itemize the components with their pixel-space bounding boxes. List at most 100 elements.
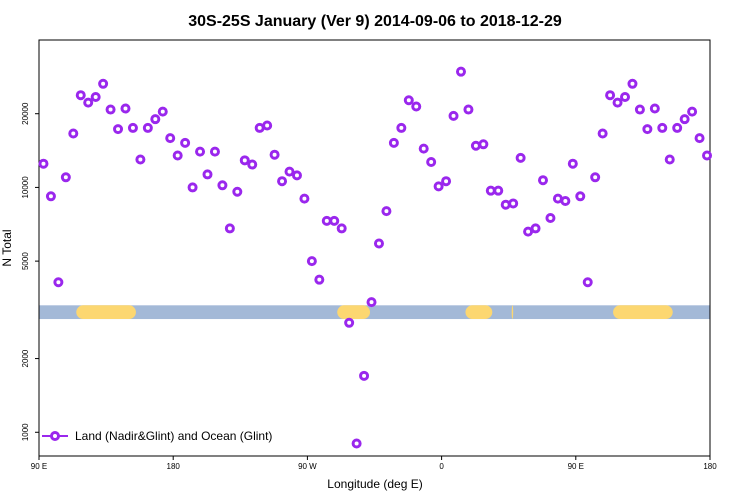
data-point <box>552 193 563 204</box>
data-point <box>530 223 541 234</box>
data-point <box>515 152 526 163</box>
x-tick-label-2: 90 W <box>298 462 317 471</box>
data-point <box>672 122 683 133</box>
data-point <box>508 198 519 209</box>
data-point <box>373 238 384 249</box>
data-point <box>172 150 183 161</box>
data-point <box>329 215 340 226</box>
data-point <box>165 133 176 144</box>
legend-marker <box>50 431 60 441</box>
data-point <box>664 154 675 165</box>
data-point <box>605 90 616 101</box>
data-point <box>620 92 631 103</box>
data-point <box>381 206 392 217</box>
data-point <box>411 101 422 112</box>
data-point <box>247 159 258 170</box>
data-point <box>441 176 452 187</box>
data-point <box>113 124 124 135</box>
data-point <box>232 186 243 197</box>
data-point <box>657 122 668 133</box>
x-tick-label-4: 90 E <box>568 462 584 471</box>
x-axis-label: Longitude (deg E) <box>327 477 422 491</box>
data-point <box>448 110 459 121</box>
y-tick-label-2: 5000 <box>21 252 30 270</box>
data-point <box>433 181 444 192</box>
data-point <box>351 438 362 449</box>
data-point <box>627 78 638 89</box>
data-point <box>470 140 481 151</box>
data-point <box>336 223 347 234</box>
land-ocean-band <box>39 305 710 320</box>
data-point <box>694 133 705 144</box>
data-point <box>634 104 645 115</box>
data-point <box>120 103 131 114</box>
y-axis: 1000 2000 5000 10000 20000 <box>21 102 39 441</box>
data-point <box>567 158 578 169</box>
data-point <box>575 191 586 202</box>
data-point <box>597 128 608 139</box>
data-point <box>321 215 332 226</box>
data-point <box>157 106 168 117</box>
data-point <box>209 146 220 157</box>
land-segment-1 <box>337 305 371 320</box>
data-point <box>642 124 653 135</box>
data-point <box>582 277 593 288</box>
data-point <box>418 143 429 154</box>
land-segment-3 <box>511 305 514 320</box>
data-point <box>590 172 601 183</box>
y-axis-label: N Total <box>0 229 14 266</box>
data-point <box>560 196 571 207</box>
plot-frame <box>38 39 711 457</box>
data-point <box>68 128 79 139</box>
data-point <box>45 191 56 202</box>
y-tick-label-1: 2000 <box>21 349 30 367</box>
legend: Land (Nadir&Glint) and Ocean (Glint) <box>42 429 272 443</box>
data-point <box>180 137 191 148</box>
y-tick-label-4: 20000 <box>21 102 30 125</box>
data-point <box>388 137 399 148</box>
data-point <box>455 66 466 77</box>
data-point <box>195 146 206 157</box>
y-tick-label-0: 1000 <box>21 423 30 441</box>
data-point <box>426 157 437 168</box>
land-segment-0 <box>76 305 136 320</box>
data-point <box>53 277 64 288</box>
y-tick-label-3: 10000 <box>21 176 30 199</box>
x-tick-label-3: 0 <box>439 462 444 471</box>
data-point <box>90 92 101 103</box>
data-point <box>202 169 213 180</box>
data-point <box>150 114 161 125</box>
ocean-band <box>39 305 710 320</box>
data-point <box>38 158 49 169</box>
data-point <box>545 213 556 224</box>
data-point <box>537 175 548 186</box>
x-tick-label-0: 90 E <box>31 462 47 471</box>
data-point <box>60 172 71 183</box>
data-point <box>142 122 153 133</box>
data-point <box>463 104 474 115</box>
data-point <box>239 155 250 166</box>
data-point <box>262 120 273 131</box>
data-point <box>500 199 511 210</box>
data-point <box>687 106 698 117</box>
data-points <box>38 66 713 449</box>
data-point <box>105 104 116 115</box>
data-point <box>269 149 280 160</box>
data-point <box>493 185 504 196</box>
data-point <box>299 193 310 204</box>
data-point <box>291 170 302 181</box>
x-tick-label-5: 180 <box>703 462 717 471</box>
land-segment-2 <box>465 305 493 320</box>
legend-entry-label: Land (Nadir&Glint) and Ocean (Glint) <box>75 429 272 443</box>
data-point <box>314 274 325 285</box>
data-point <box>306 256 317 267</box>
data-point <box>396 122 407 133</box>
chart-title: 30S-25S January (Ver 9) 2014-09-06 to 20… <box>188 13 562 30</box>
data-point <box>523 226 534 237</box>
x-axis: 90 E 180 90 W 0 90 E 180 <box>31 456 717 471</box>
data-point <box>679 114 690 125</box>
data-point <box>135 154 146 165</box>
data-point <box>485 185 496 196</box>
land-segment-4 <box>613 305 673 320</box>
